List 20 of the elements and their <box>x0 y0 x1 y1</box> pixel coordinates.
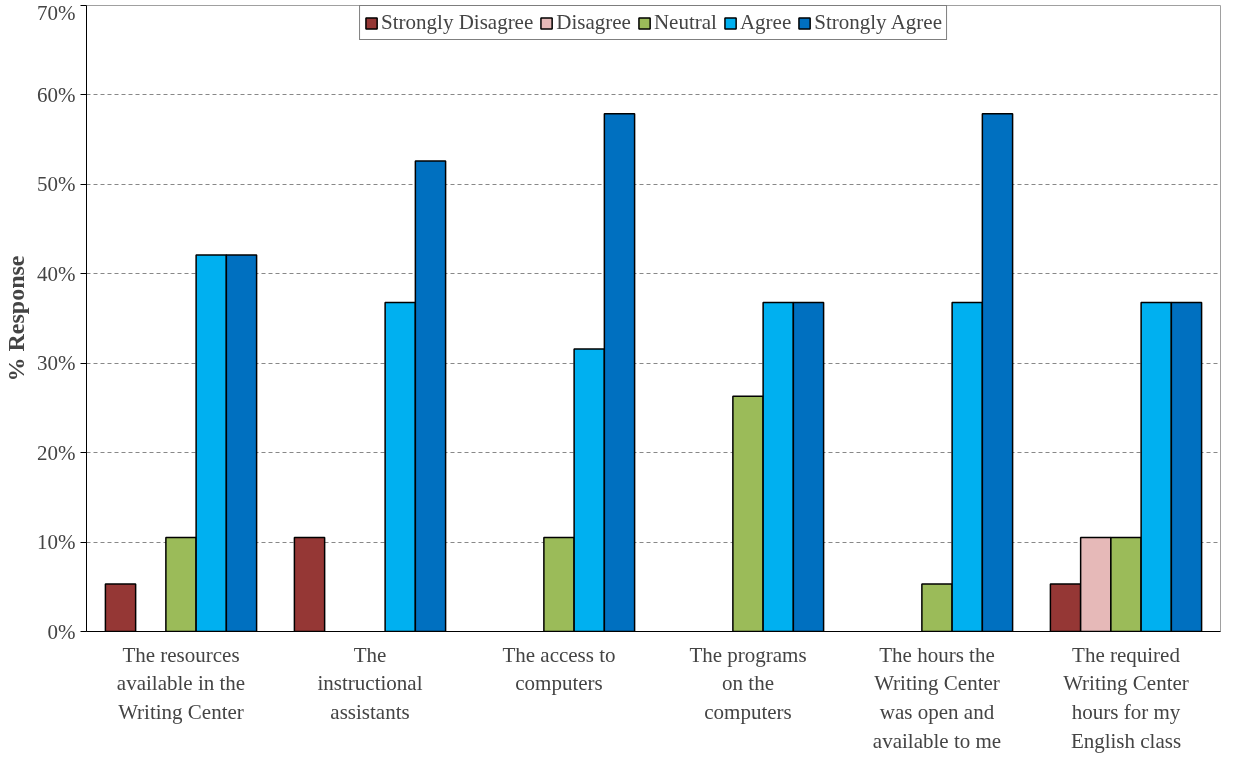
y-tick-label: 50% <box>37 172 76 197</box>
legend-label: Strongly Disagree <box>381 10 534 35</box>
y-tick-label: 20% <box>37 440 76 465</box>
x-tick-label: The programs on the computers <box>689 642 807 725</box>
y-tick-label: 30% <box>37 351 76 376</box>
x-tick-label: The hours the Writing Center was open and available to me <box>872 642 1002 753</box>
y-tick-label: 0% <box>47 619 76 644</box>
y-axis-title: % Response <box>3 255 30 382</box>
legend-label: Agree <box>739 10 792 35</box>
x-tick-label: The instructional assistants <box>317 642 423 725</box>
y-tick-label: 60% <box>37 82 76 107</box>
x-tick-label: The required Writing Center hours for my English class <box>1063 642 1189 753</box>
legend-label: Disagree <box>556 10 631 35</box>
y-tick-label: 10% <box>37 530 76 555</box>
legend-label: Strongly Agree <box>814 10 942 35</box>
legend-label: Neutral <box>653 10 717 35</box>
y-tick-label: 70% <box>37 0 76 25</box>
x-tick-label: The access to computers <box>502 642 616 696</box>
y-tick-label: 40% <box>37 261 76 286</box>
x-tick-label: The resources available in the Writing Center <box>116 642 246 725</box>
